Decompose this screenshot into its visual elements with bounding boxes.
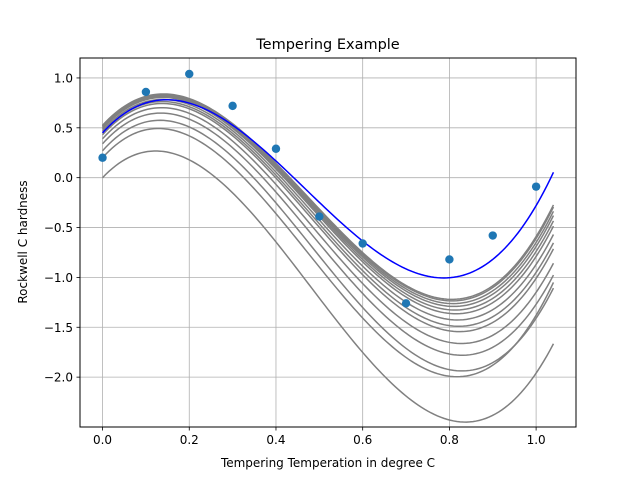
x-tick-label: 0.6	[353, 433, 372, 447]
fit-curve	[102, 98, 555, 279]
y-axis-label: Rockwell C hardness	[16, 180, 30, 303]
x-tick-label: 0.4	[266, 433, 285, 447]
data-point	[531, 182, 541, 191]
iteration-curve	[102, 150, 555, 423]
iteration-curve	[102, 127, 555, 378]
x-tick-label: 0.2	[180, 433, 199, 447]
data-point	[228, 101, 237, 111]
x-tick-label: 0.8	[440, 433, 459, 447]
iteration-curve	[102, 93, 555, 301]
iteration-curve	[102, 102, 555, 333]
y-tick-label: 0.5	[54, 121, 73, 135]
y-tick-label: −2.0	[44, 371, 73, 385]
data-point	[98, 153, 107, 162]
x-tick-label: 0.0	[93, 433, 112, 447]
iteration-curve	[102, 100, 555, 328]
iteration-curve	[102, 96, 555, 315]
data-point	[185, 69, 194, 79]
data-point	[445, 255, 454, 264]
y-tick-label: −1.0	[44, 271, 73, 285]
data-point	[488, 231, 497, 240]
iteration-curve	[102, 112, 555, 357]
data-point	[401, 299, 411, 308]
chart-title: Tempering Example	[255, 37, 400, 53]
ticks: 0.0 0.2 0.4 0.6 0.8 1.0 1.0 0.5 0.0 −0.5 −1.0 −1.5 −…	[44, 71, 546, 447]
data-point	[271, 144, 281, 153]
y-tick-label: 1.0	[54, 71, 73, 85]
data-point	[358, 239, 367, 248]
curves	[101, 93, 555, 423]
y-tick-label: 0.0	[54, 171, 73, 185]
y-tick-label: −0.5	[44, 221, 73, 235]
iteration-curve	[102, 106, 555, 345]
plot-frame	[79, 57, 577, 428]
x-tick-label: 1.0	[527, 433, 546, 447]
y-tick-label: −1.5	[44, 321, 73, 335]
data-point	[315, 212, 324, 221]
data-point	[141, 87, 151, 97]
data-points	[98, 69, 541, 308]
x-axis-label: Tempering Temperation in degree C	[220, 456, 435, 470]
iteration-curve	[101, 119, 555, 372]
iteration-curve	[102, 95, 555, 311]
